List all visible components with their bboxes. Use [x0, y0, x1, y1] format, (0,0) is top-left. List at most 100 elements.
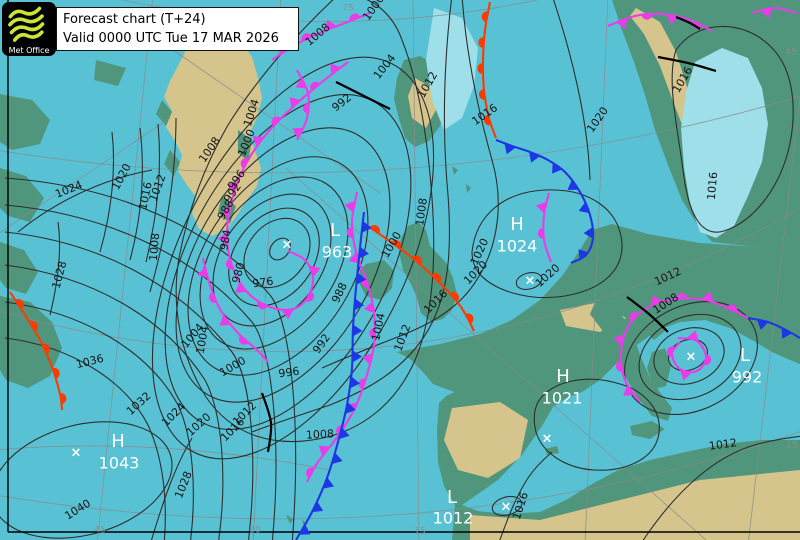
- pressure-center-value: 1043: [99, 454, 140, 473]
- mediterranean-sea: [462, 320, 800, 514]
- pressure-center-cross: ×: [525, 274, 536, 289]
- cold-front-marker: [352, 350, 363, 363]
- warm-front-marker: [704, 354, 712, 366]
- graticule-label: 30: [249, 526, 261, 536]
- cold-front-marker: [299, 524, 311, 535]
- cold-front-marker: [348, 252, 360, 264]
- occluded-front-line: [306, 191, 376, 483]
- island-balearic: [545, 446, 559, 455]
- pressure-center-letter: L: [447, 487, 457, 508]
- warm-front-marker: [369, 327, 376, 339]
- warm-front-marker: [223, 207, 231, 218]
- isobar-label: 1004: [369, 312, 388, 342]
- warm-front-marker: [257, 301, 268, 310]
- front-layer: [9, 1, 800, 540]
- cold-front-marker: [344, 200, 356, 213]
- warm-front-marker: [537, 227, 544, 239]
- warm-front-marker: [306, 467, 315, 478]
- cold-front-marker: [289, 97, 301, 109]
- cold-front-marker: [650, 294, 663, 306]
- trough-front-line: [675, 15, 701, 30]
- sea-ice-patch: [426, 8, 478, 130]
- occluded-front-line: [751, 6, 798, 15]
- warm-front-line: [9, 291, 64, 411]
- pressure-center-cross: ×: [542, 432, 553, 447]
- island-sicily: [630, 421, 665, 439]
- cold-front-marker: [616, 18, 628, 30]
- cold-front-marker: [217, 232, 228, 245]
- cold-front-marker: [338, 427, 350, 440]
- warm-front-marker: [52, 367, 60, 379]
- warm-front-marker: [208, 292, 217, 303]
- pressure-center-value: 963: [322, 243, 353, 262]
- island-shetland: [466, 184, 471, 193]
- cold-front-marker: [352, 324, 363, 337]
- met-office-logo-label: Met Office: [8, 46, 50, 55]
- cold-front-marker: [358, 246, 369, 259]
- warm-front-marker: [310, 81, 320, 91]
- pressure-center-cross: ×: [282, 238, 293, 253]
- cold-front-marker: [613, 334, 625, 347]
- cold-front-marker: [322, 477, 334, 489]
- trough-front-line: [657, 55, 717, 73]
- map-frame: [7, 0, 800, 533]
- mountains-scandinavia: [630, 8, 696, 140]
- graticule-label: 45: [94, 526, 105, 536]
- graticule-label: 75: [342, 4, 353, 14]
- isobar-label: 980: [230, 261, 248, 285]
- pressure-center-letter: H: [111, 431, 125, 452]
- occluded-front-line: [225, 61, 349, 311]
- warm-front-marker: [676, 292, 688, 299]
- warm-front-marker: [305, 291, 314, 302]
- island-corsica: [645, 314, 665, 340]
- graticule-label-layer: 75 45 15 45 30 15: [94, 4, 797, 537]
- warm-front-marker: [666, 346, 674, 358]
- cold-front-marker: [781, 327, 793, 339]
- warm-front-marker: [15, 299, 24, 310]
- met-office-logo-waves: [8, 6, 45, 42]
- warm-front-marker: [465, 313, 474, 324]
- isobar-label: 1008: [306, 427, 335, 441]
- warm-front-marker: [481, 11, 489, 23]
- warm-front-marker: [616, 360, 623, 372]
- cold-front-marker: [235, 282, 247, 293]
- warm-front-marker: [391, 239, 402, 249]
- pressure-center-value: 1012: [433, 509, 474, 528]
- warm-front-marker: [240, 158, 249, 169]
- isobar-label: 1008: [413, 197, 430, 227]
- cold-front-marker: [535, 201, 547, 214]
- cold-front-marker: [345, 402, 356, 414]
- cold-front-marker: [356, 272, 367, 285]
- cold-front-marker: [197, 266, 208, 279]
- warm-front-marker: [349, 13, 361, 22]
- occluded-front-line: [619, 297, 749, 403]
- pressure-center-cross: ×: [686, 350, 697, 365]
- cold-front-marker: [363, 301, 375, 314]
- graticule-label: 45: [785, 48, 796, 58]
- chart-title: Forecast chart (T+24): [63, 12, 206, 27]
- pressure-center-cross: ×: [71, 446, 82, 461]
- warm-front-marker: [238, 335, 249, 345]
- island-azores: [286, 515, 294, 524]
- isobar-label: 984: [217, 228, 233, 251]
- warm-front-marker: [358, 378, 366, 390]
- land-labrador: [0, 296, 62, 388]
- baltic-sea: [681, 48, 768, 238]
- warm-front-marker: [629, 312, 639, 322]
- land-ireland: [358, 260, 394, 300]
- cold-front-marker: [295, 77, 307, 89]
- graticule-label: 15: [414, 527, 425, 537]
- cold-front-marker: [325, 19, 337, 31]
- pressure-center-value: 992: [732, 368, 763, 387]
- warm-front-marker: [301, 33, 312, 42]
- cold-front-marker: [219, 315, 231, 326]
- warm-front-marker: [346, 227, 353, 239]
- cold-front-marker: [361, 220, 372, 233]
- warm-front-marker: [484, 114, 491, 126]
- warm-front-marker: [449, 291, 459, 302]
- pressure-center-value: 1024: [497, 237, 538, 256]
- chart-valid-time: Valid 0000 UTC Tue 17 MAR 2026: [63, 31, 279, 46]
- warm-front-line: [361, 221, 475, 332]
